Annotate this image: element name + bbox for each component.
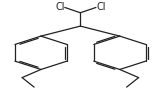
Text: Cl: Cl — [96, 2, 106, 12]
Text: Cl: Cl — [55, 2, 65, 12]
